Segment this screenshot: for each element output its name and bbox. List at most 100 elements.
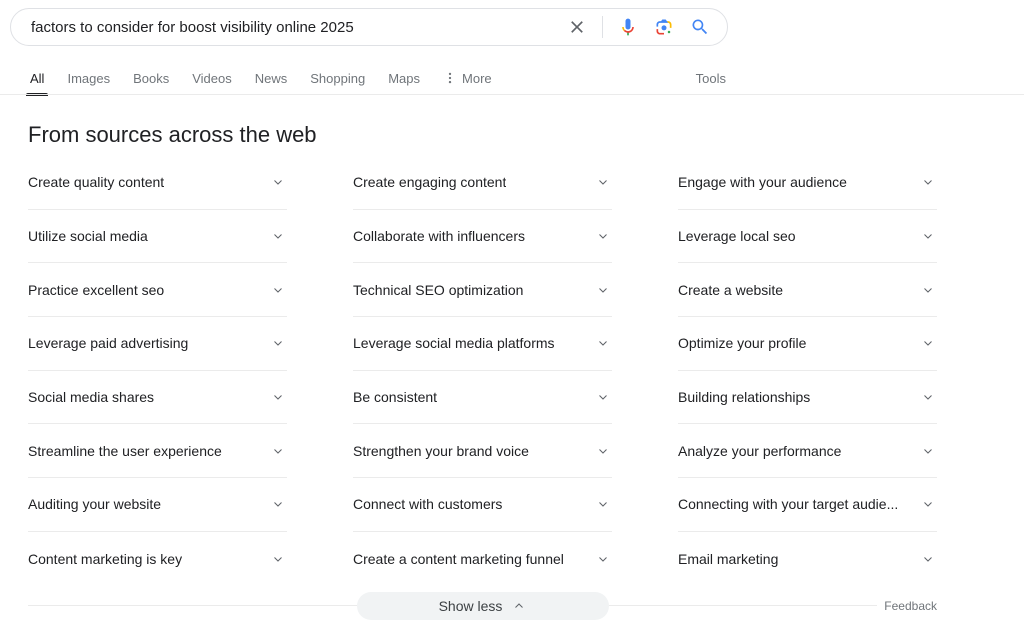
list-item[interactable]: Engage with your audience [678,156,937,210]
chevron-down-icon [274,180,282,186]
more-vertical-dots-icon [448,72,452,84]
chevron-down-icon [924,556,932,562]
chevron-down-icon [599,448,607,454]
list-item[interactable]: Create a content marketing funnel [353,532,612,586]
search-bar-divider [602,16,603,38]
list-item-label: Email marketing [678,550,779,567]
chevron-down-icon [599,234,607,239]
grid-column-2: Create engaging content Collaborate with… [353,156,612,586]
list-item[interactable]: Content marketing is key [28,532,287,586]
list-item-label: Collaborate with influencers [353,228,525,245]
sources-grid: Create quality content Utilize social me… [28,156,937,586]
google-lens-icon [656,19,672,35]
list-item-label: Content marketing is key [28,550,183,567]
tab-more[interactable]: More [441,64,494,96]
chevron-down-icon [274,234,282,239]
list-item-label: Streamline the user experience [28,442,222,459]
list-item[interactable]: Be consistent [353,371,612,425]
chevron-down-icon [274,341,282,347]
tab-images[interactable]: Images [65,64,112,96]
header-divider [0,94,1024,95]
list-item[interactable]: Leverage social media platforms [353,317,612,371]
list-item[interactable]: Social media shares [28,371,287,425]
clear-button[interactable] [566,16,588,38]
list-item-label: Strengthen your brand voice [353,442,529,459]
list-item[interactable]: Streamline the user experience [28,424,287,479]
list-item-label: Create a content marketing funnel [353,550,564,567]
chevron-down-icon [274,556,282,562]
tab-label: Shopping [310,70,366,86]
list-item[interactable]: Connect with customers [353,478,612,532]
chevron-down-icon [274,395,282,400]
search-submit-button[interactable] [689,16,711,38]
tab-label: News [254,70,288,86]
tab-shopping[interactable]: Shopping [308,64,367,96]
list-item-label: Practice excellent seo [28,281,165,298]
list-item[interactable]: Create engaging content [353,156,612,210]
list-item[interactable]: Technical SEO optimization [353,263,612,318]
feedback-link[interactable]: Feedback [884,599,937,613]
list-item[interactable]: Leverage local seo [678,210,937,264]
voice-search-button[interactable] [617,16,639,38]
list-item-label: Analyze your performance [678,442,842,459]
list-item-label: Optimize your profile [678,335,807,352]
chevron-down-icon [599,556,607,562]
list-item-label: Leverage social media platforms [353,335,555,352]
list-item[interactable]: Optimize your profile [678,317,937,371]
search-input[interactable]: factors to consider for boost visibility… [31,18,354,36]
list-item[interactable]: Collaborate with influencers [353,210,612,264]
list-item[interactable]: Analyze your performance [678,424,937,479]
tab-label: More [462,70,492,86]
list-item[interactable]: Building relationships [678,371,937,425]
list-item[interactable]: Strengthen your brand voice [353,424,612,479]
tab-label: Books [133,70,170,86]
list-item-label: Technical SEO optimization [353,281,524,298]
list-item-label: Utilize social media [28,228,148,245]
chevron-down-icon [924,448,932,454]
chevron-down-icon [924,234,932,239]
list-item[interactable]: Create quality content [28,156,287,210]
tab-maps[interactable]: Maps [386,64,422,96]
tab-news[interactable]: News [253,64,290,96]
show-less-button[interactable]: Show less [356,592,609,620]
list-item-label: Connect with customers [353,496,503,513]
list-item[interactable]: Utilize social media [28,210,287,264]
grid-column-1: Create quality content Utilize social me… [28,156,287,586]
list-item-label: Auditing your website [28,496,162,513]
tab-label: Videos [192,70,232,86]
tab-books[interactable]: Books [131,64,171,96]
list-item[interactable]: Connecting with your target audie... [678,478,937,532]
page-title: From sources across the web [28,122,317,147]
list-item[interactable]: Leverage paid advertising [28,317,287,371]
list-item-label: Social media shares [28,389,155,406]
list-item-label: Create quality content [28,174,165,191]
chevron-down-icon [599,341,607,347]
list-item[interactable]: Practice excellent seo [28,263,287,318]
chevron-down-icon [924,287,932,293]
lens-search-button[interactable] [653,16,675,38]
chevron-down-icon [274,448,282,454]
close-icon [571,21,583,33]
grid-column-3: Engage with your audience Leverage local… [678,156,937,586]
list-item-label: Leverage paid advertising [28,335,189,352]
results-footer: Show less Feedback [28,586,937,626]
tab-label: Images [67,70,111,86]
tools-button[interactable]: Tools [695,70,726,86]
tab-all[interactable]: All [26,64,49,96]
chevron-down-icon [274,502,282,508]
list-item[interactable]: Email marketing [678,532,937,586]
chevron-down-icon [924,341,932,347]
tab-videos[interactable]: Videos [190,64,234,96]
list-item-label: Building relationships [678,389,811,406]
tab-label: All [30,70,45,86]
chevron-down-icon [274,287,282,293]
search-bar[interactable]: factors to consider for boost visibility… [10,8,728,46]
list-item-label: Create engaging content [353,174,507,191]
chevron-down-icon [924,502,932,508]
chevron-up-icon [515,603,524,608]
tab-label: Maps [388,70,421,86]
list-item-label: Be consistent [353,389,438,406]
list-item[interactable]: Auditing your website [28,478,287,532]
chevron-down-icon [599,287,607,293]
list-item[interactable]: Create a website [678,263,937,318]
